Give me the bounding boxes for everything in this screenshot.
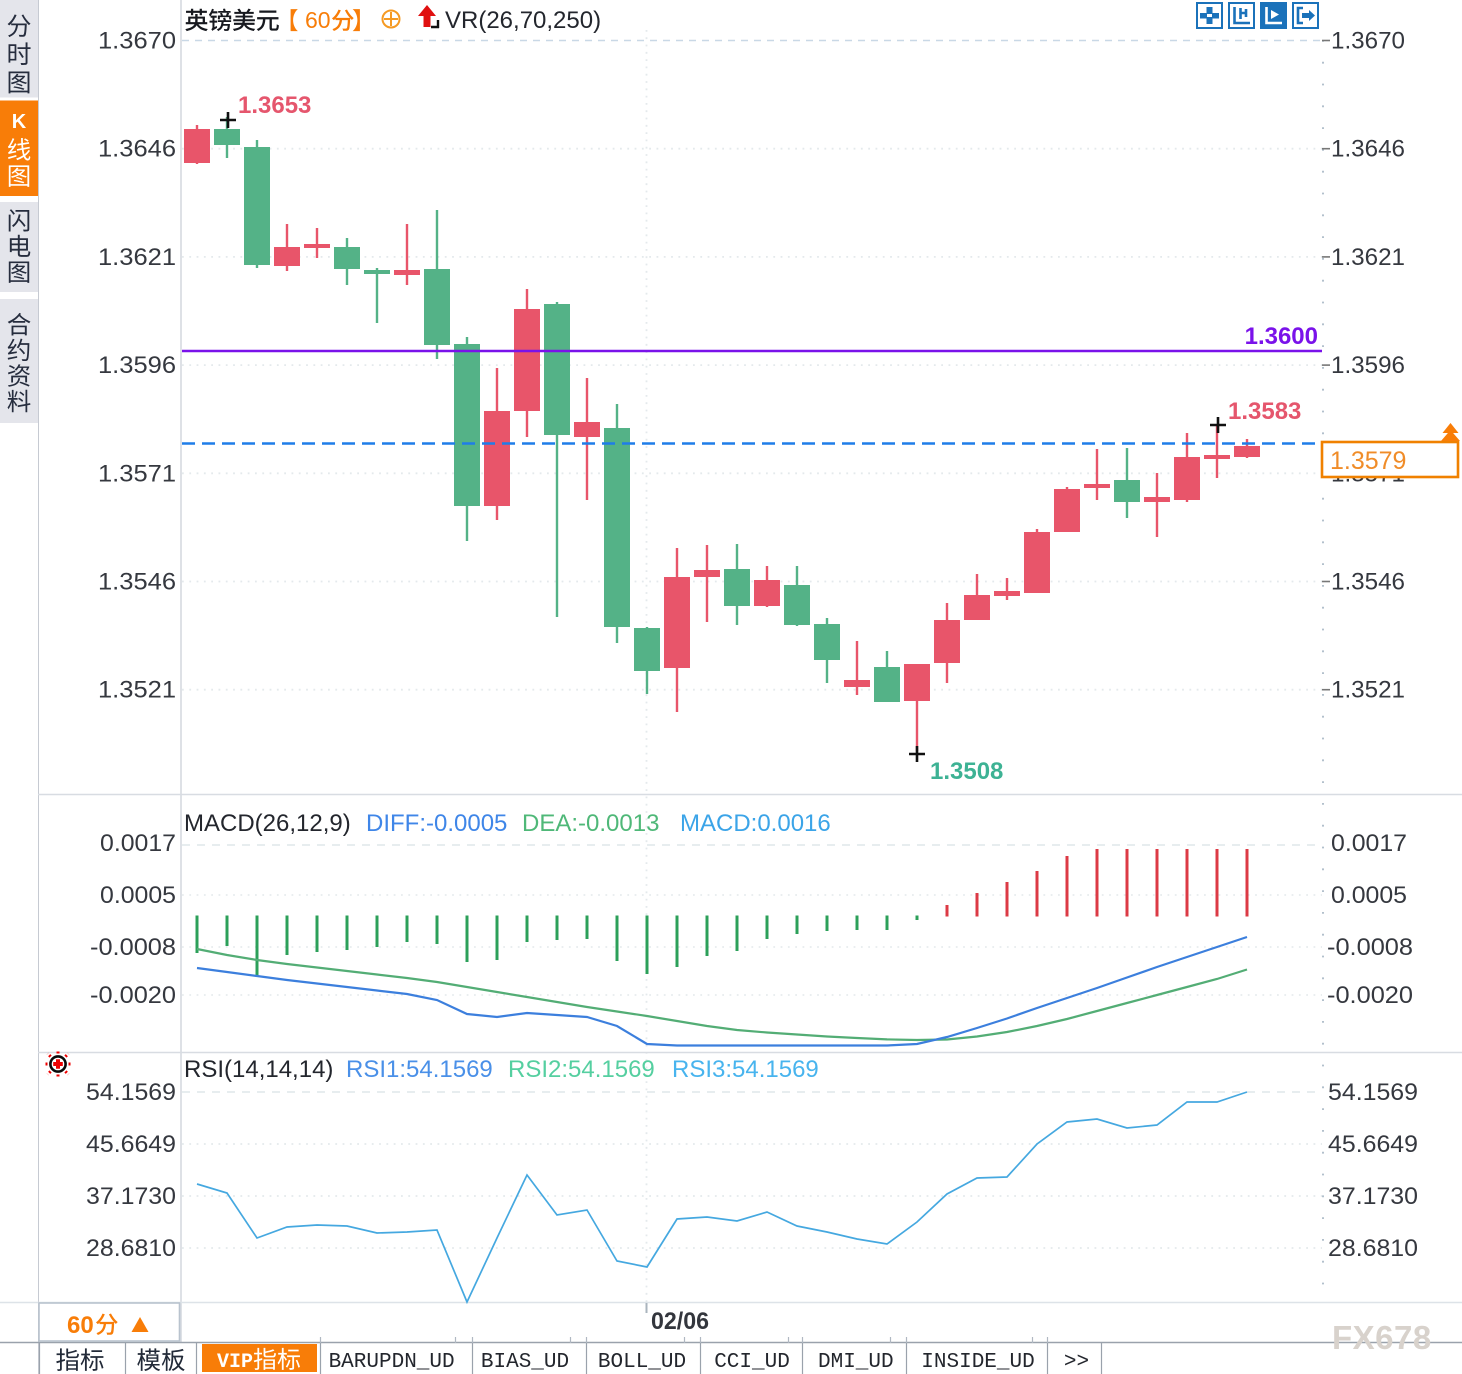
svg-text:45.6649: 45.6649 [86,1131,176,1158]
svg-text:CCI_UD: CCI_UD [714,1351,790,1374]
svg-text:-0.0008: -0.0008 [1327,934,1413,961]
svg-text:1.3521: 1.3521 [98,677,176,704]
svg-text:28.6810: 28.6810 [1328,1235,1418,1262]
svg-text:FX678: FX678 [1332,1319,1432,1356]
svg-text:60: 60 [67,1312,94,1339]
svg-text:1.3600: 1.3600 [1245,323,1318,350]
svg-text:RSI1:54.1569: RSI1:54.1569 [346,1056,493,1083]
svg-text:60: 60 [305,7,331,33]
svg-text:1.3546: 1.3546 [1331,569,1405,596]
svg-text:RSI2:54.1569: RSI2:54.1569 [508,1056,655,1083]
svg-text:RSI(14,14,14): RSI(14,14,14) [184,1056,333,1083]
svg-text:BIAS_UD: BIAS_UD [481,1351,569,1374]
svg-text:1.3596: 1.3596 [1331,352,1405,379]
svg-text:1.3670: 1.3670 [98,28,176,55]
svg-text:BOLL_UD: BOLL_UD [598,1351,686,1374]
svg-text:DMI_UD: DMI_UD [818,1351,894,1374]
svg-text:0.0005: 0.0005 [1331,882,1407,909]
svg-text:1.3653: 1.3653 [238,92,311,119]
svg-text:54.1569: 54.1569 [1328,1079,1418,1106]
svg-text:K: K [12,111,27,133]
svg-text:1.3571: 1.3571 [98,460,176,487]
svg-text:54.1569: 54.1569 [86,1079,176,1106]
svg-text:1.3508: 1.3508 [930,758,1003,785]
svg-text:1.3546: 1.3546 [98,569,176,596]
svg-text:1.3621: 1.3621 [98,244,176,271]
svg-text:1.3670: 1.3670 [1331,28,1405,55]
svg-text:02/06: 02/06 [651,1308,709,1335]
svg-text:1.3621: 1.3621 [1331,244,1405,271]
svg-text:VR(26,70,250): VR(26,70,250) [445,7,601,34]
svg-text:DEA:-0.0013: DEA:-0.0013 [522,810,659,837]
svg-text:1.3579: 1.3579 [1330,447,1406,475]
svg-text:BARUPDN_UD: BARUPDN_UD [329,1351,455,1374]
svg-text:1.3583: 1.3583 [1228,398,1301,425]
svg-text:1.3596: 1.3596 [98,352,176,379]
svg-text:0.0005: 0.0005 [100,882,176,909]
svg-text:-0.0008: -0.0008 [90,934,176,961]
svg-text:-0.0020: -0.0020 [90,982,176,1009]
svg-text:0.0017: 0.0017 [1331,830,1407,857]
svg-text:MACD:0.0016: MACD:0.0016 [680,810,831,837]
svg-text:37.1730: 37.1730 [1328,1183,1418,1210]
svg-text:28.6810: 28.6810 [86,1235,176,1262]
svg-text:1.3646: 1.3646 [1331,136,1405,163]
svg-text:>>: >> [1064,1351,1089,1374]
svg-text:1.3646: 1.3646 [98,136,176,163]
svg-text:45.6649: 45.6649 [1328,1131,1418,1158]
svg-text:DIFF:-0.0005: DIFF:-0.0005 [366,810,507,837]
svg-text:1.3521: 1.3521 [1331,677,1405,704]
svg-text:-0.0020: -0.0020 [1327,982,1413,1009]
svg-text:0.0017: 0.0017 [100,830,176,857]
svg-text:MACD(26,12,9): MACD(26,12,9) [184,810,351,837]
svg-text:VIP: VIP [217,1351,253,1374]
svg-text:RSI3:54.1569: RSI3:54.1569 [672,1056,819,1083]
svg-text:37.1730: 37.1730 [86,1183,176,1210]
svg-text:INSIDE_UD: INSIDE_UD [921,1351,1034,1374]
